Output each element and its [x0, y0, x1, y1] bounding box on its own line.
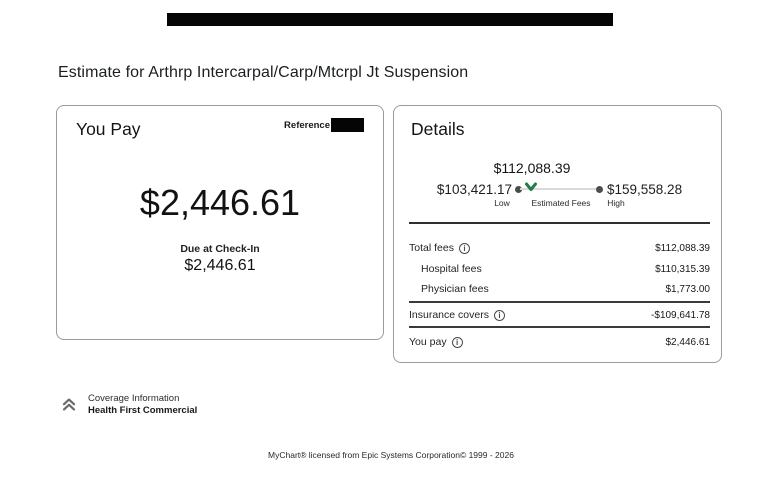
page-title: Estimate for Arthrp Intercarpal/Carp/Mtc… — [58, 64, 469, 81]
total-fees-text: Total fees — [409, 242, 454, 254]
info-icon[interactable]: i — [493, 309, 505, 321]
info-icon[interactable]: i — [451, 336, 463, 348]
reference-label: Reference — [284, 119, 330, 131]
insurance-covers-value: -$109,641.78 — [651, 309, 710, 321]
coverage-information-label: Coverage Information — [88, 393, 180, 404]
collapse-chevrons-icon[interactable] — [61, 396, 77, 412]
table-row-you-pay: You pay i $2,446.61 — [409, 335, 710, 349]
table-row-hospital-fees: Hospital fees $110,315.39 — [409, 262, 710, 276]
high-label: High — [607, 198, 625, 208]
divider — [409, 326, 710, 328]
you-pay-card: You Pay Reference $2,446.61 Due at Check… — [56, 105, 384, 340]
range-low-dot — [515, 186, 522, 193]
you-pay-heading: You Pay — [76, 119, 141, 139]
total-fees-label: Total fees i — [409, 242, 470, 254]
low-label: Low — [494, 198, 510, 208]
table-row-physician-fees: Physician fees $1,773.00 — [409, 282, 710, 296]
divider — [409, 222, 710, 224]
mychart-license-footer: MyChart® licensed from Epic Systems Corp… — [268, 450, 514, 460]
you-pay-text: You pay — [409, 336, 447, 348]
hospital-fees-label: Hospital fees — [421, 263, 482, 275]
table-row-insurance-covers: Insurance covers i -$109,641.78 — [409, 308, 710, 322]
divider — [409, 301, 710, 303]
info-icon[interactable]: i — [458, 242, 470, 254]
hospital-fees-value: $110,315.39 — [655, 263, 710, 275]
redacted-reference-value — [331, 118, 364, 132]
physician-fees-value: $1,773.00 — [665, 283, 711, 295]
insurance-covers-text: Insurance covers — [409, 309, 489, 321]
you-pay-amount: $2,446.61 — [139, 182, 301, 223]
coverage-information: Coverage Information Health First Commer… — [88, 393, 197, 417]
you-pay-label: You pay i — [409, 336, 463, 348]
table-row-total-fees: Total fees i $112,088.39 — [409, 241, 710, 255]
insurance-covers-label: Insurance covers i — [409, 309, 505, 321]
total-fees-value: $112,088.39 — [655, 242, 710, 254]
estimate-marker-icon — [525, 182, 537, 191]
details-heading: Details — [411, 119, 465, 139]
due-at-checkin-label: Due at Check-In — [180, 243, 260, 255]
range-high-dot — [596, 186, 603, 193]
details-card: Details $112,088.39 $103,421.17 $159,558… — [393, 105, 722, 363]
due-at-checkin-amount: $2,446.61 — [184, 257, 256, 274]
redacted-header-bar — [167, 13, 613, 26]
estimated-fees-label: Estimated Fees — [531, 198, 591, 208]
range-line — [520, 188, 600, 190]
high-fee-value: $159,558.28 — [607, 182, 683, 197]
physician-fees-label: Physician fees — [421, 283, 489, 295]
reference: Reference — [284, 118, 364, 132]
estimated-fees-value: $112,088.39 — [493, 160, 571, 176]
coverage-plan-name: Health First Commercial — [88, 405, 198, 416]
low-fee-value: $103,421.17 — [436, 182, 512, 197]
you-pay-value: $2,446.61 — [665, 336, 711, 348]
